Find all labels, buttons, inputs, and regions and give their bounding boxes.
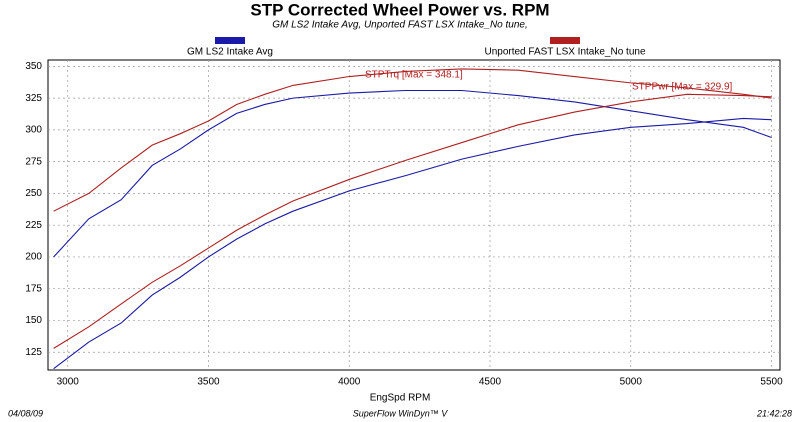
footer-date: 04/08/09 xyxy=(8,408,43,418)
data-line xyxy=(53,89,772,258)
x-tick-label: 3000 xyxy=(57,377,80,388)
data-line xyxy=(53,68,772,212)
y-tick-label: 175 xyxy=(25,283,42,294)
x-axis-label: EngSpd RPM xyxy=(370,393,431,404)
data-line xyxy=(53,117,772,370)
power-annotation: STPPwr [Max = 329.9] xyxy=(632,82,733,93)
x-tick-label: 5000 xyxy=(620,377,643,388)
y-tick-label: 150 xyxy=(25,315,42,326)
legend-label: GM LS2 Intake Avg xyxy=(187,47,273,58)
y-tick-label: 350 xyxy=(25,61,42,72)
data-line xyxy=(53,93,772,349)
legend-swatch xyxy=(215,37,245,44)
plot-frame xyxy=(47,59,781,371)
x-tick-label: 4500 xyxy=(479,377,502,388)
torque-annotation: STPTrq [Max = 348.1] xyxy=(365,70,463,81)
y-tick-label: 200 xyxy=(25,252,42,263)
chart-subtitle: GM LS2 Intake Avg, Unported FAST LSX Int… xyxy=(272,20,528,31)
legend-swatch xyxy=(550,37,580,44)
footer-time: 21:42:28 xyxy=(756,408,792,418)
x-tick-label: 3500 xyxy=(197,377,220,388)
y-tick-label: 275 xyxy=(25,156,42,167)
legend-label: Unported FAST LSX Intake_No tune xyxy=(484,47,645,58)
y-tick-label: 250 xyxy=(25,188,42,199)
x-tick-label: 4000 xyxy=(338,377,361,388)
footer-software: SuperFlow WinDyn™ V xyxy=(353,408,448,418)
y-tick-label: 325 xyxy=(25,93,42,104)
x-tick-label: 5500 xyxy=(760,377,783,388)
y-tick-label: 225 xyxy=(25,220,42,231)
chart-title: STP Corrected Wheel Power vs. RPM xyxy=(250,0,549,19)
y-tick-label: 300 xyxy=(25,125,42,136)
y-tick-label: 125 xyxy=(25,347,42,358)
